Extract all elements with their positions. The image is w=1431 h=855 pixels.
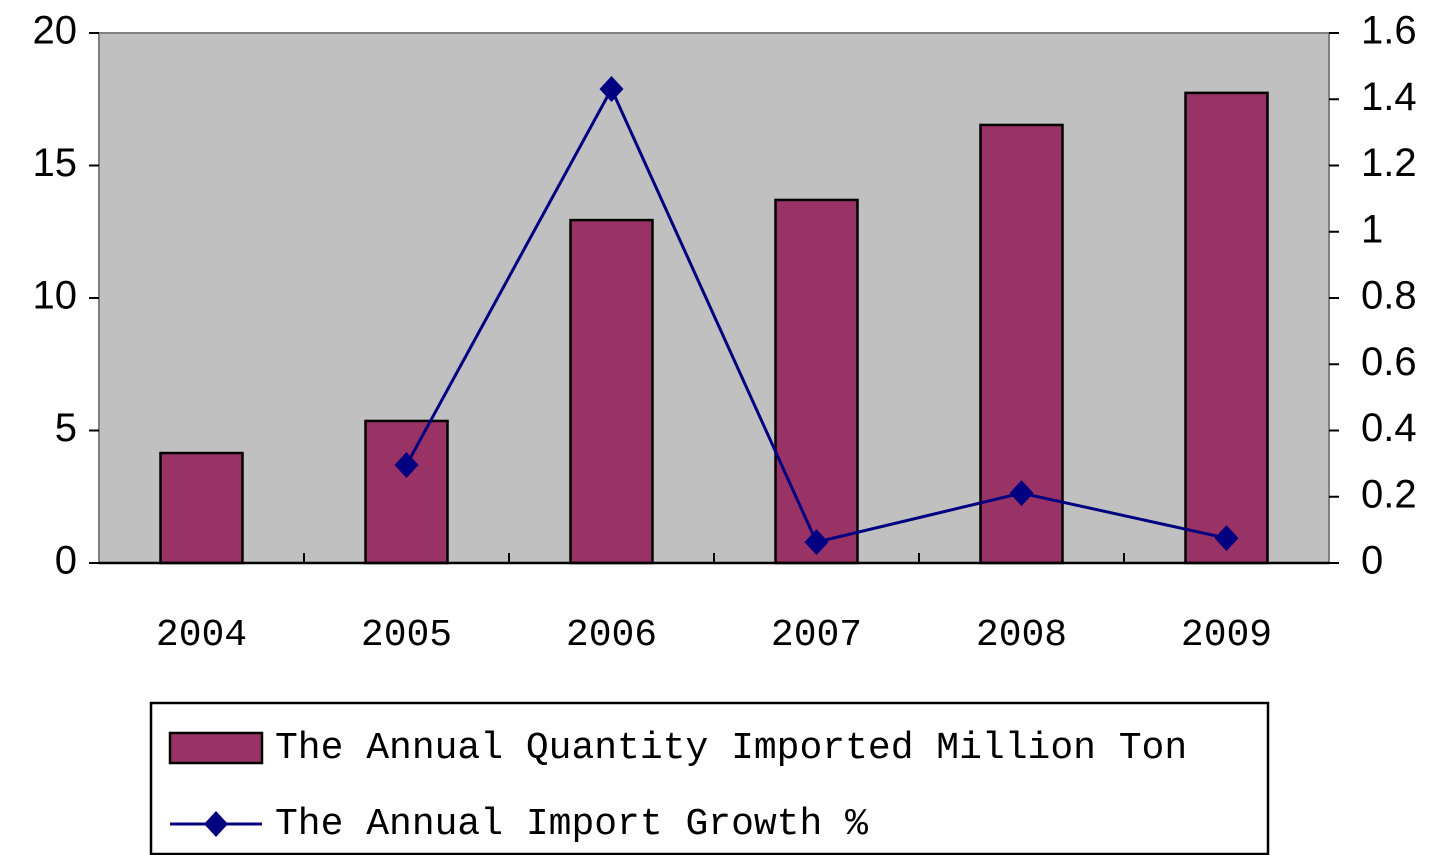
bar xyxy=(774,198,859,565)
bar xyxy=(159,451,244,565)
y2-tick-label: 1.4 xyxy=(1361,75,1417,119)
legend-label: The Annual Import Growth % xyxy=(275,803,868,846)
y2-tick-label: 0.6 xyxy=(1361,340,1417,384)
bar xyxy=(569,218,654,565)
line-marker xyxy=(394,451,419,478)
plot-area xyxy=(98,32,1330,564)
y-tick-label: 20 xyxy=(33,9,78,53)
line-marker xyxy=(1009,480,1034,507)
y-tick-label: 10 xyxy=(33,274,78,318)
x-tick-label: 2008 xyxy=(976,614,1067,657)
line-marker xyxy=(599,75,624,102)
x-tick-label: 2009 xyxy=(1181,614,1272,657)
y-tick-label: 0 xyxy=(55,539,77,583)
y2-tick-label: 1 xyxy=(1361,207,1383,251)
line-marker xyxy=(804,529,829,556)
x-tick-label: 2004 xyxy=(156,614,247,657)
legend-swatch xyxy=(168,731,264,765)
x-tick-label: 2005 xyxy=(361,614,452,657)
y2-tick-label: 0.8 xyxy=(1361,274,1417,318)
y2-tick-label: 0.4 xyxy=(1361,406,1417,450)
y2-tick-label: 0.2 xyxy=(1361,472,1417,516)
y-tick-label: 5 xyxy=(55,406,77,450)
x-tick-label: 2007 xyxy=(771,614,862,657)
y2-tick-label: 1.2 xyxy=(1361,141,1417,185)
legend-label: The Annual Quantity Imported Million Ton xyxy=(275,727,1187,770)
line-marker xyxy=(1214,525,1239,552)
legend xyxy=(149,701,1270,855)
bar xyxy=(364,419,449,565)
x-tick-label: 2006 xyxy=(566,614,657,657)
bar xyxy=(1184,91,1269,565)
y2-tick-label: 0 xyxy=(1361,539,1383,583)
y2-tick-label: 1.6 xyxy=(1361,9,1417,53)
y-tick-label: 15 xyxy=(33,141,78,185)
legend-marker xyxy=(204,811,228,837)
